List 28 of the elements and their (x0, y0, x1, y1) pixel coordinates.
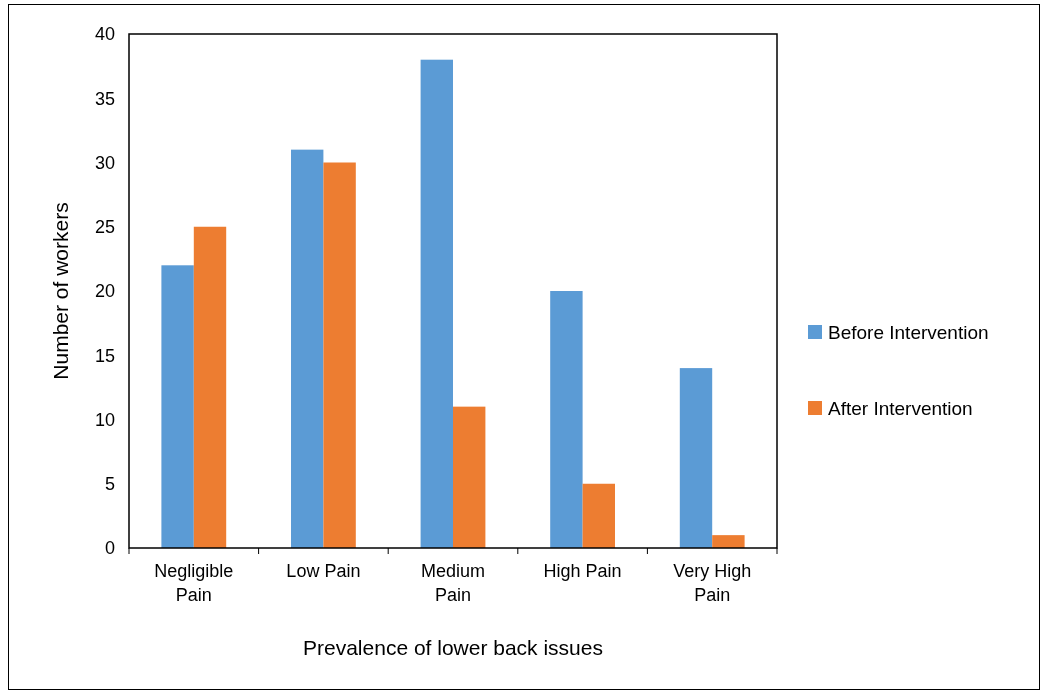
x-axis-title: Prevalence of lower back issues (303, 636, 603, 659)
x-tick-label: High Pain (543, 560, 622, 581)
y-tick-label: 10 (94, 409, 115, 430)
x-tick-label: Very High Pain (673, 560, 752, 606)
x-tick-label: Negligible Pain (154, 560, 234, 606)
bar (550, 291, 583, 548)
bar (582, 483, 615, 548)
y-tick-label: 0 (104, 538, 115, 559)
y-tick-label: 15 (94, 345, 115, 366)
y-tick-label: 30 (94, 152, 115, 173)
y-tick-label: 35 (94, 88, 115, 109)
bar (420, 59, 453, 548)
bar (161, 265, 194, 548)
bar (323, 162, 356, 548)
x-tick-label: Low Pain (286, 560, 361, 581)
y-axis-title: Number of workers (49, 202, 72, 380)
bar (679, 368, 713, 548)
legend-label: Before Intervention (828, 321, 989, 343)
x-tick-label: Medium Pain (420, 560, 486, 606)
bar (193, 226, 227, 548)
bar (453, 406, 486, 548)
bar (291, 149, 324, 548)
legend-label: After Intervention (828, 397, 973, 419)
y-tick-label: 40 (94, 24, 115, 45)
y-tick-label: 20 (94, 281, 115, 302)
y-tick-label: 5 (104, 474, 115, 495)
y-tick-label: 25 (94, 217, 115, 238)
bar (712, 535, 745, 548)
